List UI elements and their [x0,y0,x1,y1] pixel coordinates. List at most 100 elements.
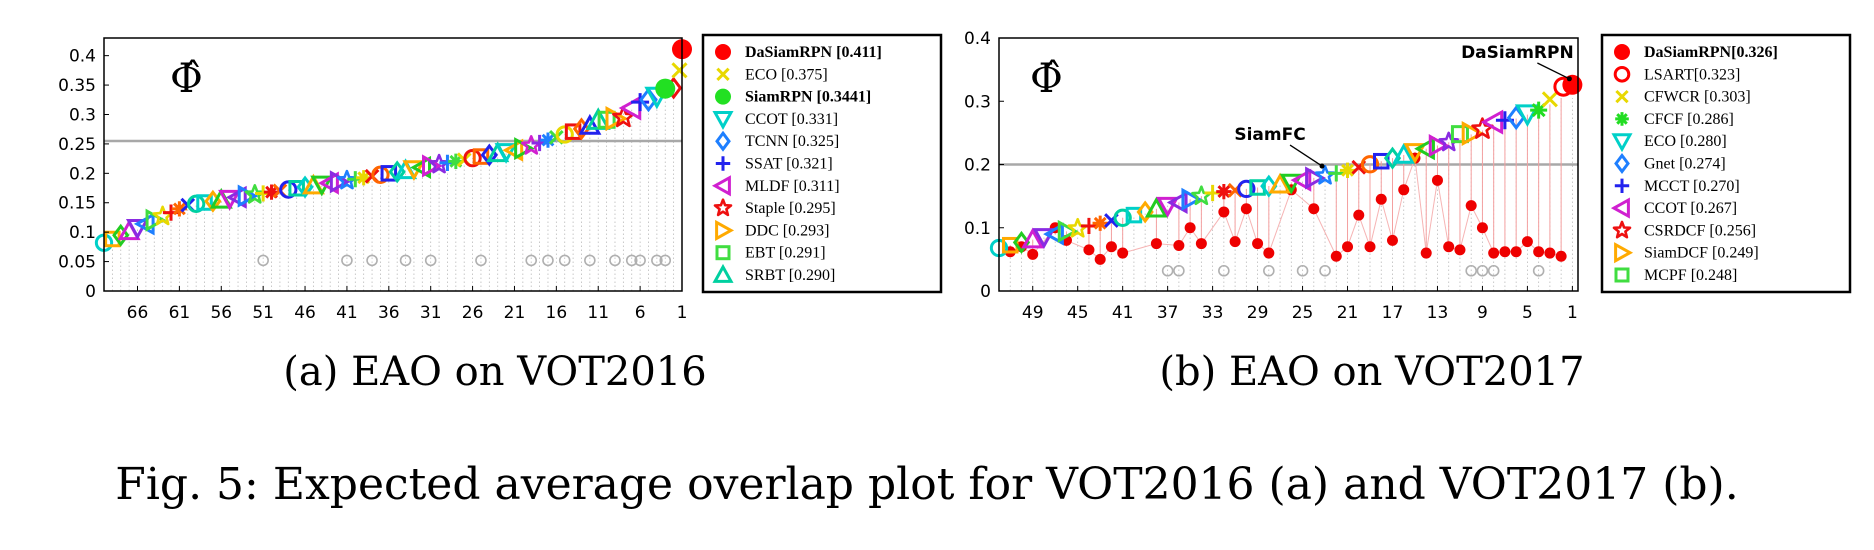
tracker-marker [1057,219,1079,243]
tracker-marker [263,184,280,200]
red-point [1330,250,1342,262]
red-point [1252,238,1264,250]
y-tick-label: 0.3 [964,92,991,112]
legend-marker-eco [716,67,730,81]
legend-marker-ebt [715,245,731,261]
legend-marker-ssat [715,156,731,171]
tracker-marker [371,165,390,184]
x-tick-label: 11 [587,303,609,323]
red-point [1229,236,1241,248]
tracker-marker [1156,196,1180,218]
y-tick-label: 0.4 [964,29,991,49]
tracker-marker [1092,215,1108,231]
tracker-marker [1216,183,1232,200]
subcaption-b: (b) EAO on VOT2017 [1159,349,1584,395]
grey-marker [1161,264,1174,277]
grey-marker [525,254,538,267]
red-point [1342,241,1354,253]
tracker-marker [1144,196,1168,218]
red-link [1347,214,1360,247]
tracker-marker [540,132,556,148]
tracker-marker [1021,227,1045,249]
x-tick-label: 29 [1247,303,1269,323]
red-link [1380,199,1393,241]
legend-label-staple: Staple [0.295] [745,200,836,217]
red-point [1263,247,1275,259]
annotation-arrow [1537,62,1570,80]
x-tick-label: 37 [1157,303,1179,323]
legend-label-cfwcr: CFWCR [0.303] [1644,89,1751,106]
series-marker-eco [671,62,688,79]
legend-marker-cfwcr [1615,89,1629,104]
tracker-marker [1360,155,1380,174]
grey-marker [609,254,621,267]
tracker-marker [1181,187,1203,211]
tracker-marker [279,180,298,199]
tracker-marker [1403,143,1427,164]
x-tick-label: 46 [294,303,316,323]
red-point [1083,244,1095,256]
annotation-siamfc: SiamFC [1234,125,1305,145]
red-point [1184,222,1196,234]
series-marker-cfcf [1530,101,1548,119]
tracker-marker [1166,190,1188,214]
grey-marker [1487,264,1500,277]
red-point [1173,239,1185,251]
x-tick-label: 41 [336,303,358,323]
series-marker-siamrpn [655,78,676,99]
tracker-marker [196,194,213,211]
legend-label-eco: ECO [0.280] [1644,133,1727,150]
legend-marker-srbt [712,263,734,283]
series-marker-cfwcr [1541,91,1558,108]
x-tick-label: 41 [1112,303,1134,323]
red-point [1195,238,1207,250]
legend-label-ddc: DDC [0.293] [745,222,829,239]
red-point [1398,184,1410,196]
legend-label-lsart: LSART[0.323] [1644,66,1740,83]
red-link [1122,243,1157,254]
y-tick-label: 0.35 [58,76,96,96]
red-point [1420,247,1432,259]
grey-marker [1476,264,1489,277]
annotation-arrow-head [1566,76,1572,82]
grey-marker [399,254,412,267]
y-tick-label: 0.1 [964,219,991,239]
legend-label-siamdcf: SiamDCF [0.249] [1644,245,1759,262]
tracker-marker [410,155,432,179]
tracker-markers [989,131,1459,258]
legend-marker-ccot [1610,197,1630,219]
grey-marker [424,254,437,267]
tracker-marker [564,123,582,140]
y-tick-label: 0.15 [58,194,96,214]
legend-marker-dasiamrpn [1614,44,1630,60]
red-point [1117,247,1129,259]
x-tick-label: 9 [1477,303,1488,323]
red-point [1308,203,1320,215]
tracker-marker [1339,162,1356,178]
legend-label-dasiamrpn: DaSiamRPN[0.326] [1644,44,1778,61]
annotation-arrow-head [1319,163,1325,169]
grey-marker [634,254,646,267]
red-point [1488,247,1500,259]
red-point [1218,206,1230,218]
tracker-marker [1080,217,1098,235]
legend-box [1600,33,1852,294]
legend-label-mldf: MLDF [0.311] [745,178,840,195]
y-tick-label: 0.3 [69,105,96,125]
y-tick-label: 0.05 [58,253,96,273]
tracker-marker [336,169,358,190]
tracker-marker [171,201,188,217]
tracker-marker [555,125,574,144]
legend-label-gnet: Gnet [0.274] [1644,156,1726,173]
x-tick-label: 45 [1067,303,1089,323]
red-point [1386,234,1398,246]
tracker-marker [1305,166,1326,190]
red-point [1533,246,1545,258]
x-tick-label: 33 [1202,303,1224,323]
legend-marker-gnet [1614,153,1630,174]
red-point [1027,248,1039,260]
legend-marker-mcct [1614,178,1630,193]
legend-marker-staple [713,198,733,217]
x-tick-label: 51 [252,303,274,323]
